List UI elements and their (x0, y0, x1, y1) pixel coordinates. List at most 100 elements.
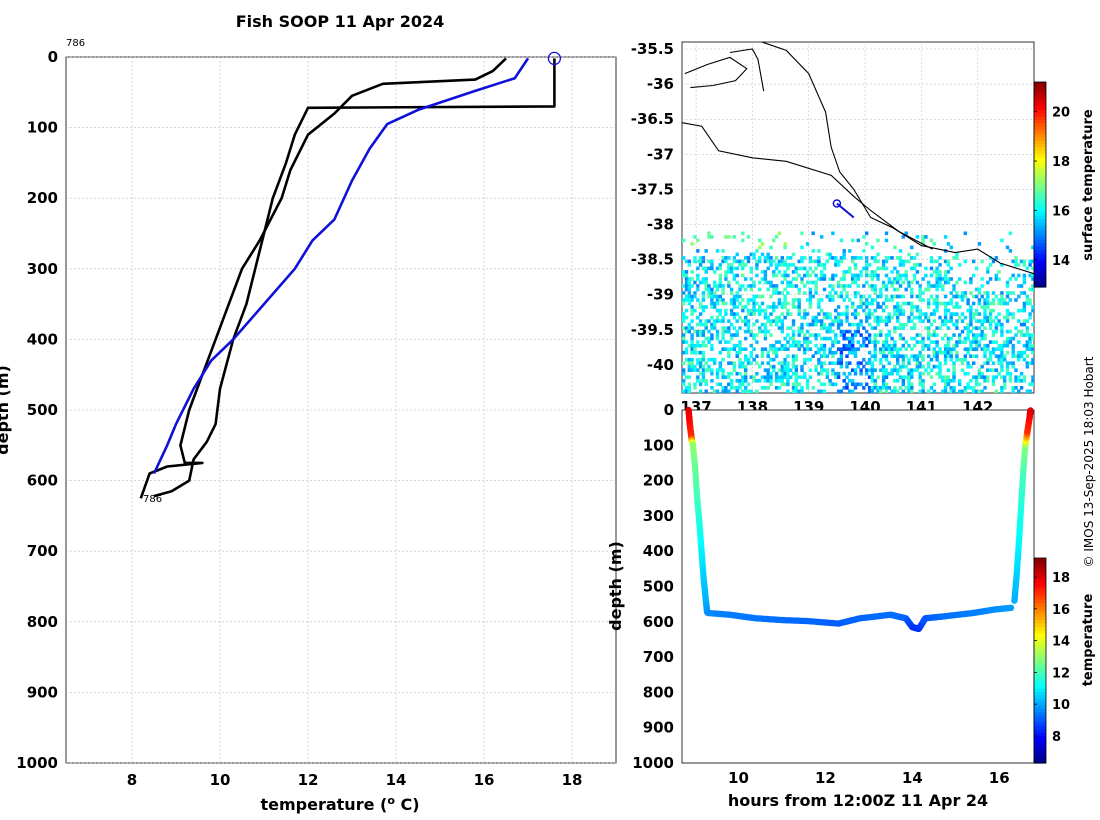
sst-pixel (915, 368, 920, 372)
sst-pixel (696, 333, 700, 337)
sst-pixel (1017, 340, 1021, 344)
sst-pixel (797, 301, 801, 306)
sst-pixel (1000, 364, 1004, 369)
sst-pixel (955, 357, 959, 362)
sst-pixel (859, 273, 863, 278)
sst-pixel (769, 305, 773, 309)
sst-pixel (791, 322, 796, 327)
sst-pixel (696, 379, 700, 383)
sst-pixel (960, 357, 965, 362)
sst-pixel (828, 256, 832, 260)
sst-pixel (724, 273, 728, 278)
sst-pixel (1011, 354, 1015, 358)
sst-pixel (805, 298, 810, 302)
sst-pixel (963, 354, 967, 358)
sst-pixel (929, 266, 934, 271)
sst-pixel (924, 368, 928, 372)
sst-pixel (1011, 350, 1015, 355)
colorbar-tick-label: 16 (1052, 603, 1070, 618)
sst-pixel (777, 386, 782, 390)
sst-pixel (774, 340, 779, 344)
sst-pixel (687, 287, 691, 292)
sst-pixel (865, 368, 869, 372)
sst-pixel (887, 333, 891, 337)
sst-pixel (881, 375, 886, 379)
sst-pixel (1011, 315, 1015, 320)
sst-pixel (797, 333, 801, 337)
sst-pixel (794, 298, 798, 302)
sst-pixel (704, 287, 708, 292)
sst-pixel (949, 301, 953, 306)
sst-pixel (893, 277, 897, 281)
sst-pixel (929, 357, 934, 362)
sst-pixel (949, 389, 953, 393)
sst-pixel (769, 379, 773, 383)
colorbar-step (1034, 82, 1046, 87)
sst-pixel (988, 322, 993, 327)
sst-pixel (794, 386, 798, 390)
sst-pixel (856, 347, 860, 351)
sst-pixel (710, 291, 714, 295)
sst-pixel (969, 277, 973, 281)
sst-pixel (1017, 329, 1021, 334)
sst-pixel (974, 389, 979, 393)
sst-pixel (1019, 386, 1024, 390)
sst-pixel (963, 357, 967, 362)
sst-pixel (865, 270, 869, 274)
sst-pixel (977, 340, 982, 344)
sst-pixel (744, 305, 748, 309)
sst-pixel (738, 347, 742, 351)
sst-pixel (986, 291, 990, 295)
sst-pixel (1025, 361, 1029, 365)
sst-pixel (862, 343, 866, 348)
sst-pixel (749, 266, 753, 271)
sst-pixel (958, 277, 962, 281)
sst-pixel (907, 315, 911, 320)
sst-pixel (966, 326, 970, 330)
sst-pixel (867, 284, 872, 288)
sst-pixel (876, 340, 880, 344)
sst-pixel (789, 375, 793, 379)
colorbar-step (1034, 280, 1046, 285)
sst-pixel (707, 368, 711, 372)
sst-pixel (927, 371, 931, 376)
sst-pixel (943, 357, 948, 362)
sst-pixel (1022, 305, 1027, 309)
sst-pixel (729, 298, 734, 302)
sst-pixel (693, 329, 697, 334)
sst-pixel (1003, 298, 1007, 302)
sst-pixel (783, 245, 787, 250)
sst-pixel (769, 256, 773, 260)
sst-pixel (741, 379, 745, 383)
sst-pixel (893, 368, 897, 372)
sst-pixel (701, 371, 706, 376)
sst-pixel (752, 294, 756, 299)
sst-pixel (884, 231, 889, 236)
sst-pixel (927, 280, 931, 285)
sst-pixel (797, 347, 801, 351)
sst-pixel (910, 347, 914, 351)
sst-pixel (890, 284, 894, 288)
map-gridlines (682, 42, 1034, 393)
sst-pixel (918, 364, 922, 369)
sst-pixel (758, 312, 762, 316)
sst-pixel (980, 259, 984, 264)
sst-pixel (738, 259, 742, 264)
sst-pixel (769, 245, 773, 250)
sst-pixel (805, 336, 810, 341)
sst-pixel (724, 326, 728, 330)
sst-pixel (949, 298, 953, 302)
sst-pixel (862, 284, 866, 288)
sst-pixel (867, 263, 872, 267)
sst-pixel (755, 266, 759, 271)
sst-pixel (780, 382, 784, 387)
sst-pixel (859, 368, 863, 372)
sst-pixel (797, 389, 801, 393)
sst-pixel (682, 273, 686, 278)
sst-pixel (791, 340, 796, 344)
sst-pixel (845, 308, 849, 313)
sst-pixel (797, 287, 801, 292)
sst-pixel (783, 361, 787, 365)
sst-pixel (684, 386, 689, 390)
